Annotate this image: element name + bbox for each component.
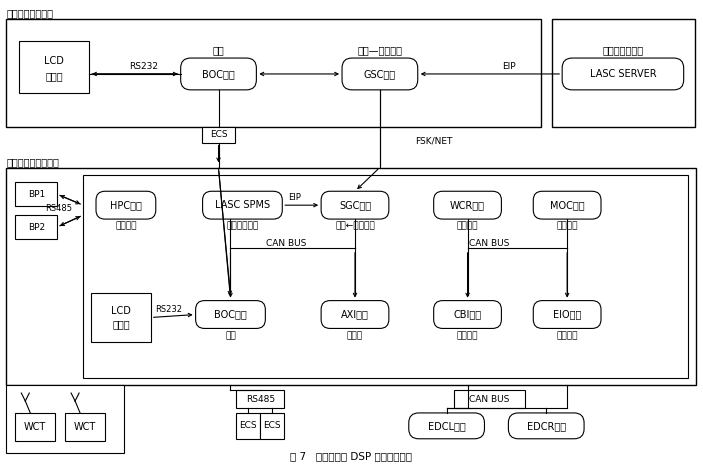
FancyBboxPatch shape bbox=[321, 300, 389, 329]
Text: BOC模块: BOC模块 bbox=[214, 309, 247, 320]
Text: 显示器: 显示器 bbox=[112, 320, 130, 329]
Text: BP2: BP2 bbox=[27, 223, 45, 232]
Text: EDCL模块: EDCL模块 bbox=[427, 421, 465, 431]
Text: EDCR模块: EDCR模块 bbox=[527, 421, 566, 431]
Text: 主控: 主控 bbox=[212, 45, 224, 55]
Text: RS232: RS232 bbox=[155, 305, 182, 314]
Text: HPC模块: HPC模块 bbox=[110, 200, 142, 210]
FancyBboxPatch shape bbox=[83, 176, 688, 378]
Text: 巧道—煤机通信: 巧道—煤机通信 bbox=[357, 45, 402, 55]
Text: 煤机←巧道通信: 煤机←巧道通信 bbox=[335, 221, 375, 231]
Text: 采煤机定位服务: 采煤机定位服务 bbox=[602, 45, 643, 55]
FancyBboxPatch shape bbox=[15, 183, 57, 206]
FancyBboxPatch shape bbox=[453, 390, 525, 408]
Text: 模拟量: 模拟量 bbox=[347, 331, 363, 340]
FancyBboxPatch shape bbox=[552, 19, 695, 127]
Text: 主控护展: 主控护展 bbox=[556, 331, 578, 340]
Text: WCT: WCT bbox=[74, 422, 96, 432]
FancyBboxPatch shape bbox=[181, 58, 257, 90]
Text: RS485: RS485 bbox=[45, 204, 72, 212]
Text: RS485: RS485 bbox=[246, 395, 275, 403]
FancyBboxPatch shape bbox=[260, 413, 284, 439]
Text: EIP: EIP bbox=[503, 61, 516, 71]
FancyBboxPatch shape bbox=[236, 413, 260, 439]
Text: BOC模块: BOC模块 bbox=[202, 69, 235, 79]
Text: 遥控接收: 遥控接收 bbox=[457, 221, 478, 231]
FancyBboxPatch shape bbox=[19, 41, 89, 93]
Text: RS232: RS232 bbox=[129, 61, 158, 71]
FancyBboxPatch shape bbox=[534, 191, 601, 219]
FancyBboxPatch shape bbox=[236, 390, 284, 408]
FancyBboxPatch shape bbox=[434, 191, 501, 219]
Text: EIP: EIP bbox=[288, 193, 301, 202]
Text: 启停控制: 启停控制 bbox=[556, 221, 578, 231]
Text: CAN BUS: CAN BUS bbox=[470, 240, 510, 249]
Text: LCD: LCD bbox=[44, 56, 64, 66]
FancyBboxPatch shape bbox=[202, 127, 236, 143]
FancyBboxPatch shape bbox=[6, 19, 541, 127]
FancyBboxPatch shape bbox=[534, 300, 601, 329]
Text: 显示器: 显示器 bbox=[46, 71, 63, 81]
Text: 总线隔离: 总线隔离 bbox=[457, 331, 478, 340]
Text: FSK/NET: FSK/NET bbox=[415, 136, 452, 145]
FancyBboxPatch shape bbox=[202, 191, 283, 219]
FancyBboxPatch shape bbox=[15, 215, 57, 239]
FancyBboxPatch shape bbox=[508, 413, 584, 439]
Text: 采煤机机载控制系统: 采煤机机载控制系统 bbox=[6, 157, 59, 168]
Text: CAN BUS: CAN BUS bbox=[266, 240, 307, 249]
Text: LASC SPMS: LASC SPMS bbox=[215, 200, 270, 210]
Text: LASC SERVER: LASC SERVER bbox=[590, 69, 656, 79]
FancyBboxPatch shape bbox=[65, 413, 105, 441]
Text: EIO模块: EIO模块 bbox=[553, 309, 581, 320]
Text: GSC模块: GSC模块 bbox=[364, 69, 396, 79]
Text: WCR模块: WCR模块 bbox=[450, 200, 485, 210]
FancyBboxPatch shape bbox=[96, 191, 156, 219]
Text: 顺槽远程控制系统: 顺槽远程控制系统 bbox=[6, 8, 53, 18]
Text: CBI模块: CBI模块 bbox=[453, 309, 482, 320]
FancyBboxPatch shape bbox=[434, 300, 501, 329]
Text: LCD: LCD bbox=[111, 306, 131, 315]
Text: BP1: BP1 bbox=[27, 190, 45, 199]
FancyBboxPatch shape bbox=[562, 58, 684, 90]
FancyBboxPatch shape bbox=[91, 292, 151, 343]
Text: ECS: ECS bbox=[209, 130, 227, 139]
Text: SGC模块: SGC模块 bbox=[339, 200, 371, 210]
FancyBboxPatch shape bbox=[321, 191, 389, 219]
FancyBboxPatch shape bbox=[408, 413, 484, 439]
FancyBboxPatch shape bbox=[342, 58, 418, 90]
Text: AXI模块: AXI模块 bbox=[341, 309, 369, 320]
Text: CAN BUS: CAN BUS bbox=[470, 395, 510, 403]
Text: ECS: ECS bbox=[240, 421, 257, 431]
Text: 主控: 主控 bbox=[225, 331, 236, 340]
FancyBboxPatch shape bbox=[6, 168, 696, 385]
Text: MOC模块: MOC模块 bbox=[550, 200, 584, 210]
FancyBboxPatch shape bbox=[6, 385, 124, 453]
Text: 定位管理系统: 定位管理系统 bbox=[226, 221, 259, 231]
Text: 牙引控制: 牙引控制 bbox=[115, 221, 136, 231]
Text: ECS: ECS bbox=[264, 421, 281, 431]
Text: 图 7   智能采煤机 DSP 电控系统结构: 图 7 智能采煤机 DSP 电控系统结构 bbox=[290, 452, 413, 461]
FancyBboxPatch shape bbox=[15, 413, 55, 441]
FancyBboxPatch shape bbox=[195, 300, 265, 329]
Text: WCT: WCT bbox=[24, 422, 46, 432]
